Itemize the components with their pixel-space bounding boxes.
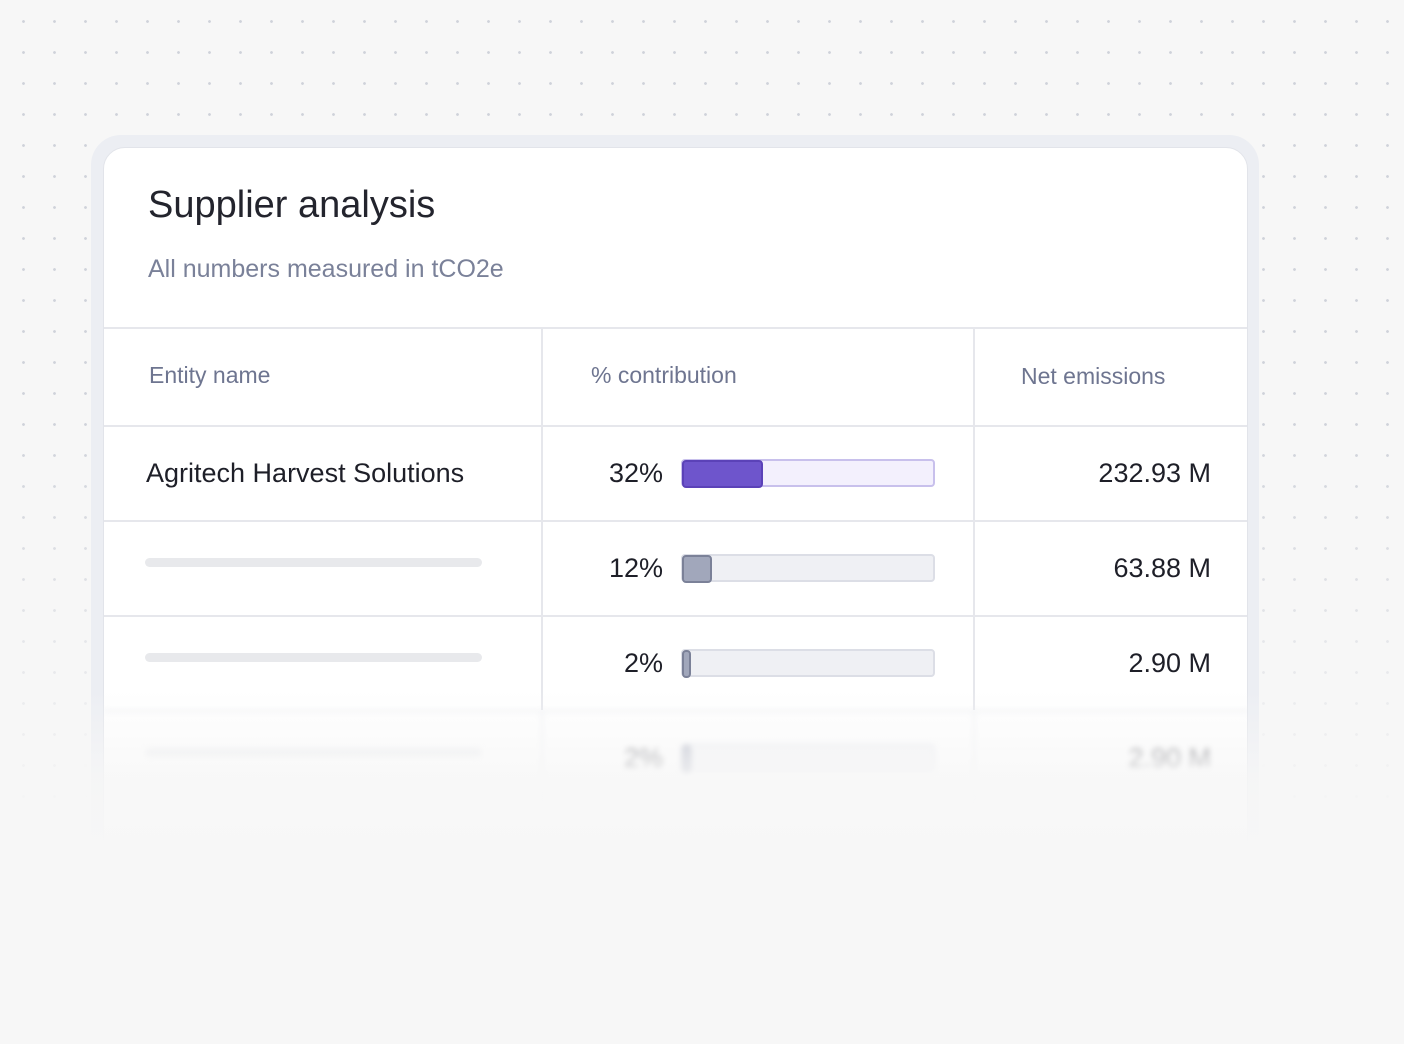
name-cell: Agritech Harvest Solutions [104,427,541,520]
contribution-cell: 2% [541,617,973,710]
progress-track [681,649,935,678]
contribution-label: 32% [608,458,663,488]
subtitle: All numbers measured in tCO2e [148,255,504,283]
progress-fill [682,460,764,488]
column-header: Entity name [149,362,271,388]
column-header: % contribution [591,362,737,388]
progress-track [681,459,935,488]
entity-name: Agritech Harvest Solutions [146,458,465,488]
column-header: Net emissions [1021,363,1166,389]
skeleton-placeholder [145,558,482,567]
table-row: Agritech Harvest Solutions 32% 232.93 M [104,425,1247,520]
skeleton-placeholder [145,653,482,662]
contribution-cell: 32% [541,427,973,520]
net-emissions: 63.88 M [1113,553,1211,583]
emissions-cell: 63.88 M [973,522,1247,615]
progress-track [681,554,935,583]
contribution-label: 2% [623,648,663,678]
header-cell: % contribution [541,329,973,425]
name-cell [104,617,541,710]
table-row: 2% 2.90 M [104,615,1247,710]
contribution-label: 12% [608,553,663,583]
header-row: Entity name % contribution Net emissions [104,327,1247,425]
header-cell: Entity name [104,329,541,425]
fade-overlay [80,690,1280,900]
progress-fill [682,555,713,583]
progress-fill [682,650,691,678]
net-emissions: 232.93 M [1098,458,1211,488]
net-emissions: 2.90 M [1128,648,1211,678]
name-cell [104,522,541,615]
emissions-cell: 2.90 M [973,617,1247,710]
title: Supplier analysis [148,184,436,226]
header-cell: Net emissions [973,329,1247,425]
contribution-cell: 12% [541,522,973,615]
table-row: 12% 63.88 M [104,520,1247,615]
emissions-cell: 232.93 M [973,427,1247,520]
